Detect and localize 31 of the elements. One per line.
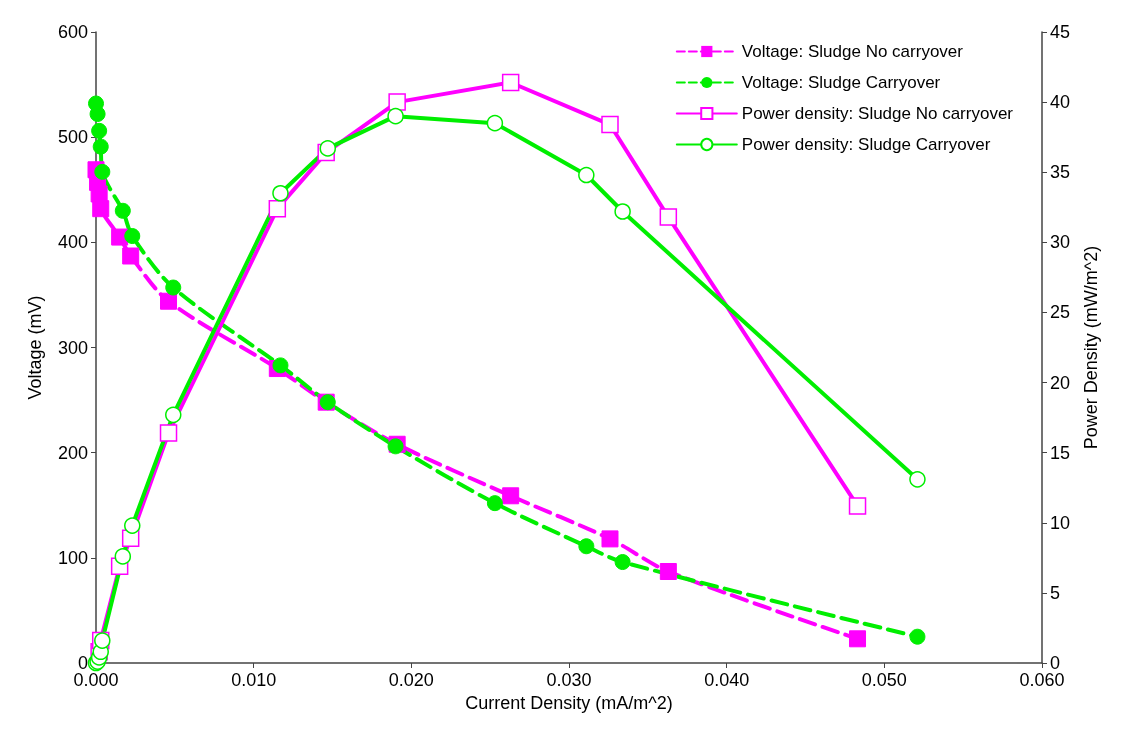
x-tick-label: 0.020	[388, 670, 434, 690]
y2-tick-label: 45	[1050, 22, 1071, 42]
y-axis-title: Voltage (mV)	[25, 295, 45, 400]
y2-tick-label: 35	[1050, 162, 1071, 183]
x-tick-label: 0.030	[546, 670, 592, 690]
y-tick-label: 300	[57, 337, 88, 358]
y2-tick-label: 30	[1050, 232, 1071, 253]
y-tick-label: 0	[77, 653, 88, 673]
y2-tick-label: 5	[1050, 582, 1061, 603]
x-tick-label: 0.010	[231, 670, 277, 690]
y-tick-label: 100	[57, 547, 88, 568]
y2-tick-label: 10	[1050, 512, 1071, 533]
x-tick-label: 0.040	[704, 670, 750, 690]
legend-label: Voltage: Sludge Carryover	[741, 73, 941, 92]
x-tick-label: 0.000	[73, 670, 119, 690]
y2-tick-label: 0	[1050, 653, 1061, 673]
y2-tick-label: 20	[1050, 372, 1071, 393]
y2-tick-label: 15	[1050, 442, 1071, 463]
y2-tick-label: 40	[1050, 92, 1071, 113]
x-axis-title: Current Density (mA/m^2)	[465, 692, 673, 713]
y-tick-label: 400	[57, 232, 88, 253]
y2-tick-label: 25	[1050, 302, 1071, 323]
y2-axis-title: Power Density (mW/m^2)	[1081, 245, 1101, 450]
legend-label: Power density: Sludge Carryover	[741, 135, 991, 154]
legend-label: Voltage: Sludge No carryover	[741, 42, 964, 61]
legend-label: Power density: Sludge No carryover	[741, 104, 1014, 123]
x-tick-label: 0.060	[1019, 670, 1065, 690]
y-tick-label: 600	[57, 22, 88, 42]
y-tick-label: 200	[57, 442, 88, 463]
y-tick-label: 500	[57, 127, 88, 148]
x-tick-label: 0.050	[861, 670, 907, 690]
